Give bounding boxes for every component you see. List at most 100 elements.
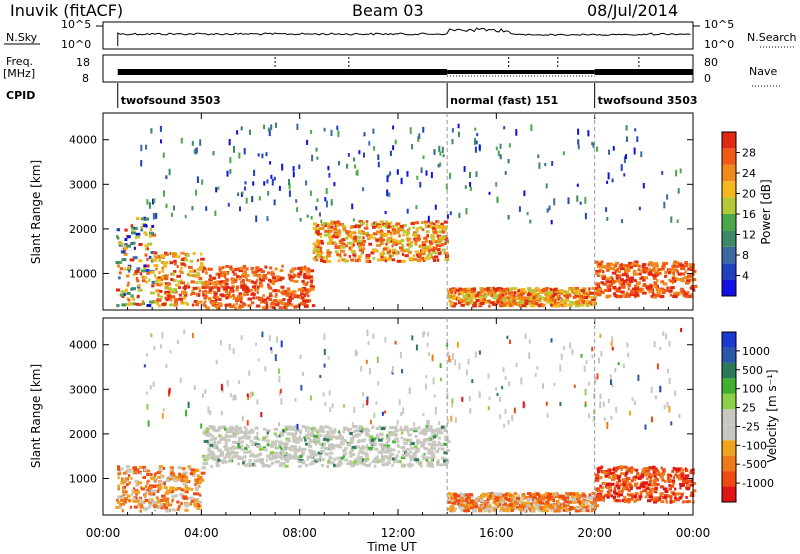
cell — [135, 492, 138, 496]
cell — [646, 477, 649, 481]
cell — [546, 300, 551, 304]
cell — [171, 489, 175, 493]
power-colorbar-tick-label-0: 4 — [742, 270, 749, 283]
cell — [131, 231, 136, 235]
cell — [614, 261, 620, 265]
cell — [453, 294, 457, 298]
cell — [479, 495, 483, 499]
nsearch-tick-bottom: 10^0 — [704, 38, 734, 51]
cell — [281, 455, 286, 459]
cell — [543, 502, 548, 506]
cell — [121, 509, 124, 513]
cell — [478, 508, 483, 512]
cell — [153, 479, 157, 483]
cell — [354, 458, 358, 462]
cell — [309, 434, 315, 437]
cell — [253, 273, 258, 277]
cell — [134, 479, 140, 483]
cell — [149, 499, 153, 503]
cell — [526, 497, 532, 501]
cell — [487, 373, 490, 379]
cell — [471, 379, 474, 384]
cell — [195, 492, 200, 496]
cell — [516, 505, 520, 509]
cell — [300, 438, 303, 442]
cell — [134, 272, 138, 275]
cell — [472, 509, 477, 513]
cell — [664, 274, 667, 278]
cell — [146, 481, 149, 485]
cell — [642, 489, 648, 493]
cell — [617, 490, 621, 494]
cell — [354, 164, 357, 169]
cell — [531, 293, 536, 297]
cell — [621, 487, 627, 491]
cell — [396, 259, 402, 263]
cell — [384, 259, 388, 263]
cell — [460, 496, 465, 500]
cell — [209, 410, 212, 416]
y-tick-label-3: 4000 — [69, 339, 97, 352]
cell — [172, 475, 177, 479]
cell — [534, 301, 537, 305]
cell — [144, 244, 149, 248]
cell — [334, 243, 338, 247]
cell — [195, 286, 201, 290]
nave-tick-top: 80 — [704, 56, 718, 69]
cell — [261, 153, 264, 159]
cell — [423, 447, 429, 451]
cell — [662, 468, 666, 472]
cell — [577, 139, 580, 145]
cell — [315, 230, 320, 234]
cell — [690, 469, 693, 473]
cell — [642, 284, 648, 288]
cell — [500, 506, 504, 510]
cell — [379, 432, 384, 436]
cell — [509, 304, 512, 308]
cell — [439, 443, 444, 447]
cell — [173, 259, 177, 263]
cell — [259, 284, 264, 288]
cell — [318, 227, 323, 231]
cell — [384, 211, 387, 215]
cell — [280, 398, 283, 405]
cell — [575, 495, 579, 498]
cell — [378, 438, 383, 442]
cell — [290, 427, 295, 431]
cell — [274, 267, 278, 271]
cell — [326, 223, 331, 226]
cell — [356, 433, 362, 437]
cell — [130, 476, 133, 480]
cell — [600, 260, 604, 264]
cell — [552, 504, 557, 508]
cell — [545, 287, 548, 291]
cell — [244, 292, 249, 296]
cell — [575, 506, 581, 510]
cell — [478, 144, 481, 151]
cell — [209, 443, 214, 447]
cell — [581, 303, 585, 307]
cell — [244, 181, 247, 185]
cell — [614, 368, 617, 373]
cell — [125, 274, 130, 278]
cell — [222, 270, 227, 274]
cell — [478, 506, 482, 510]
cell — [284, 427, 289, 431]
cell — [138, 259, 143, 263]
cell — [380, 427, 386, 431]
cell — [633, 500, 636, 504]
cell — [509, 503, 513, 507]
cell — [425, 375, 428, 379]
cell — [399, 351, 402, 359]
cell — [379, 221, 383, 225]
cell — [167, 287, 172, 291]
cell — [239, 431, 242, 434]
cell — [618, 286, 622, 290]
cell — [338, 432, 341, 435]
cell — [126, 291, 131, 295]
power-colorbar-tick-label-1: 8 — [742, 249, 749, 262]
cell — [495, 146, 498, 151]
cell — [577, 128, 580, 135]
cell — [313, 437, 318, 441]
cell — [603, 417, 606, 421]
